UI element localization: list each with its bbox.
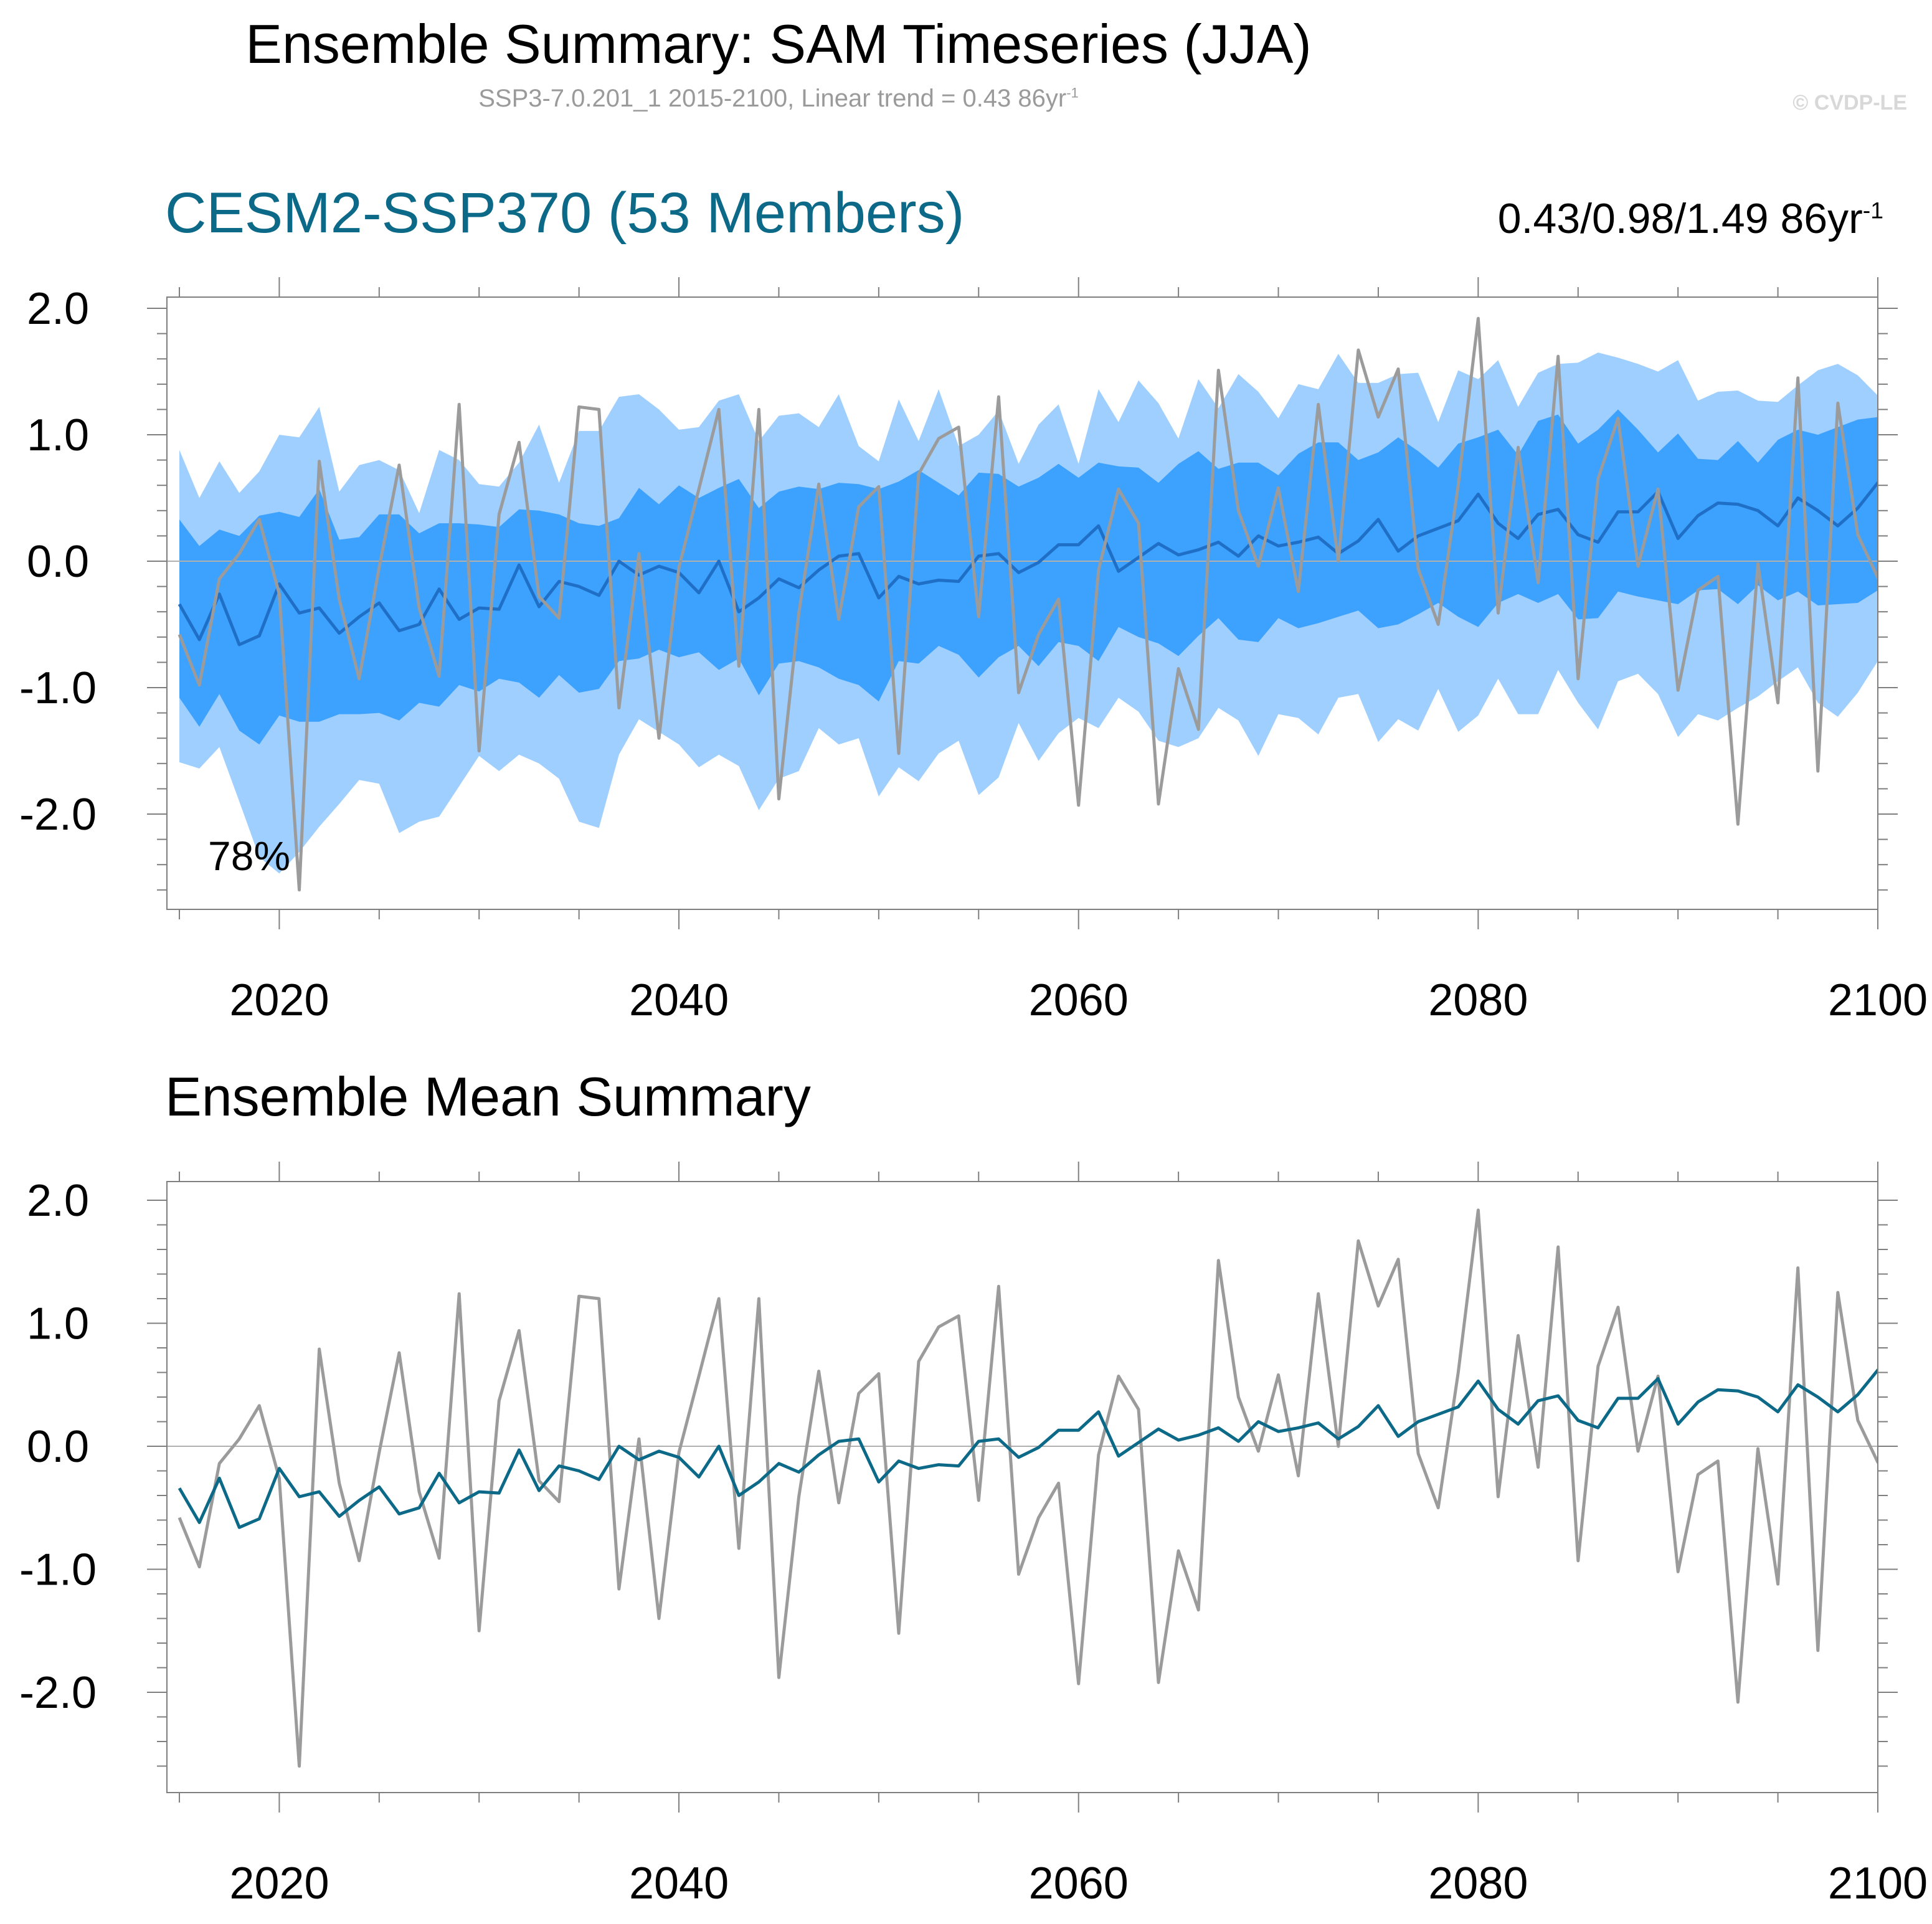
- observations-line: [178, 316, 1878, 892]
- x-tick-label: 2040: [629, 975, 729, 1025]
- x-tick-label: 2040: [629, 1859, 729, 1908]
- panel1-data-layer: [167, 316, 1878, 892]
- percent-label: 78%: [208, 833, 290, 879]
- panel2-y-axis: 2.0 1.0 0.0 -1.0 -2.0: [19, 1176, 1898, 1767]
- subtitle-superscript: -1: [1066, 85, 1079, 101]
- panel2-frame: [166, 1181, 1878, 1793]
- y-tick-label: -1.0: [19, 663, 97, 713]
- x-tick-label: 2080: [1428, 1859, 1528, 1908]
- y-tick-label: 1.0: [27, 1299, 89, 1349]
- y-tick-label: -1.0: [19, 1545, 97, 1595]
- trend-text: 0.43/0.98/1.49 86yr: [1497, 195, 1863, 242]
- panel1-title: CESM2-SSP370 (53 Members): [165, 181, 965, 245]
- chart-subtitle: SSP3-7.0.201_1 2015-2100, Linear trend =…: [0, 85, 1557, 113]
- panel2-x-axis: 2020 2040 2060 2080 2100: [179, 1162, 1928, 1908]
- panel2-plot: 2020 2040 2060 2080 2100 2.0 1.0 0.0 -1.0 -2.0: [19, 1162, 1928, 1908]
- x-tick-label: 2080: [1428, 975, 1528, 1025]
- subtitle-text: SSP3-7.0.201_1 2015-2100, Linear trend =…: [478, 85, 1067, 112]
- x-tick-label: 2060: [1029, 1859, 1129, 1908]
- x-tick-label: 2060: [1029, 975, 1129, 1025]
- x-tick-label: 2100: [1828, 1859, 1928, 1908]
- panel2-data-layer: [167, 1208, 1878, 1768]
- y-tick-label: -2.0: [19, 790, 97, 840]
- y-tick-label: 2.0: [27, 284, 89, 334]
- x-tick-label: 2020: [229, 1859, 329, 1908]
- credit-watermark: © CVDP-LE: [1792, 91, 1907, 115]
- chart-main-title: Ensemble Summary: SAM Timeseries (JJA): [245, 13, 1312, 75]
- panel1-x-axis: 2020 2040 2060 2080 2100: [179, 277, 1928, 1025]
- ensemble-inner-band: [179, 409, 1878, 745]
- trend-superscript: -1: [1862, 197, 1883, 224]
- y-tick-label: 2.0: [27, 1176, 89, 1226]
- x-tick-label: 2020: [229, 975, 329, 1025]
- y-tick-label: 0.0: [27, 1422, 89, 1472]
- panel1-frame: [166, 296, 1878, 910]
- panel2-title: Ensemble Mean Summary: [165, 1066, 811, 1127]
- ensemble-mean-line: [178, 481, 1878, 647]
- y-tick-label: -2.0: [19, 1668, 97, 1718]
- ensemble-mean-line: [178, 1368, 1878, 1529]
- y-tick-label: 0.0: [27, 537, 89, 587]
- panel1-y-axis: 2.0 1.0 0.0 -1.0 -2.0: [19, 284, 1898, 891]
- observations-line: [178, 1208, 1878, 1768]
- y-tick-label: 1.0: [27, 410, 89, 460]
- panel1-trend-label: 0.43/0.98/1.49 86yr-1: [1498, 194, 1883, 243]
- x-tick-label: 2100: [1828, 975, 1928, 1025]
- panel1-plot: 2020 2040 2060 2080 2100 2.0 1.0 0.0 -1.0 -2.0 78%: [19, 277, 1928, 1025]
